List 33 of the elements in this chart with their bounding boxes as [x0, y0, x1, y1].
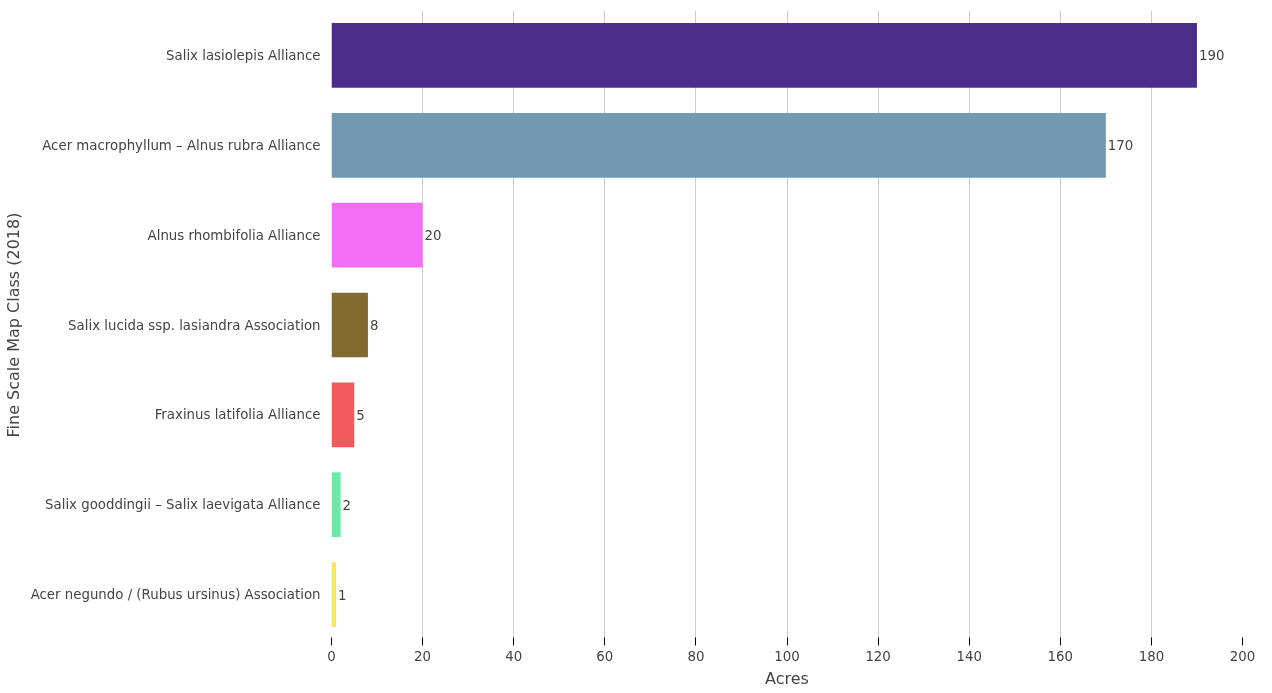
data-label: 190 — [1198, 48, 1225, 64]
x-tick-label: 100 — [774, 648, 800, 664]
bar — [331, 202, 423, 268]
x-tick-label: 140 — [956, 648, 982, 664]
x-tick-label: 20 — [414, 648, 432, 664]
x-tick-label: 160 — [1047, 648, 1074, 664]
bar — [331, 292, 368, 358]
y-axis-title: Fine Scale Map Class (2018) — [3, 212, 23, 438]
x-tick-label: 40 — [505, 648, 523, 664]
data-label: 2 — [342, 497, 352, 513]
bar — [331, 382, 355, 448]
y-tick-label: Salix lasiolepis Alliance — [166, 47, 321, 63]
x-tick-label: 80 — [687, 648, 705, 664]
data-label: 170 — [1107, 138, 1134, 154]
data-label: 1 — [338, 587, 347, 603]
bar — [331, 112, 1106, 178]
x-tick-label: 60 — [596, 648, 614, 664]
y-tick-label: Fraxinus latifolia Alliance — [154, 407, 321, 423]
data-label: 20 — [424, 228, 442, 244]
data-label: 5 — [356, 407, 365, 423]
x-tick-label: 200 — [1229, 648, 1256, 664]
y-tick-label: Acer macrophyllum – Alnus rubra Alliance — [42, 137, 321, 153]
bar — [331, 472, 341, 538]
y-tick-label: Alnus rhombifolia Alliance — [147, 227, 321, 243]
x-tick-label: 120 — [865, 648, 891, 664]
x-tick-label: 0 — [327, 648, 336, 664]
x-tick-label: 180 — [1138, 648, 1165, 664]
y-tick-label: Salix lucida ssp. lasiandra Association — [68, 317, 321, 333]
y-tick-label: Acer negundo / (Rubus ursinus) Association — [30, 587, 321, 603]
y-tick-label: Salix gooddingii – Salix laevigata Alliance — [45, 497, 321, 513]
x-axis-title: Acres — [765, 668, 809, 688]
bar — [331, 23, 1197, 88]
data-label: 8 — [369, 318, 379, 333]
